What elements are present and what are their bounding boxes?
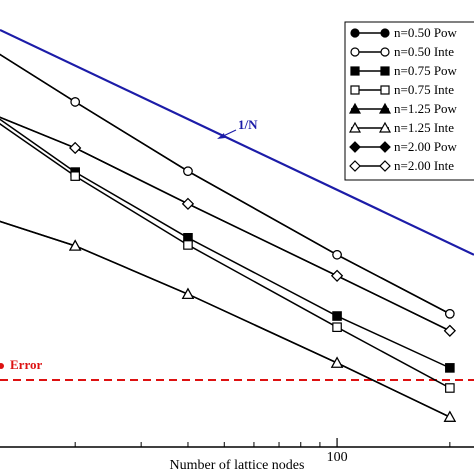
data-point [70, 171, 80, 181]
reference-label: 1/N [238, 117, 258, 132]
data-point [181, 197, 195, 210]
x-axis-label: Number of lattice nodes [170, 458, 305, 473]
legend-label: n=0.50 Inte [394, 44, 454, 59]
legend-marker [350, 66, 360, 76]
legend-marker [350, 85, 360, 95]
data-point [443, 410, 457, 422]
legend-marker [348, 121, 362, 133]
legend-label: n=0.75 Pow [394, 63, 458, 78]
legend-marker [380, 85, 390, 95]
data-point [445, 363, 455, 373]
legend-marker [379, 160, 391, 172]
legend-label: n=2.00 Pow [394, 139, 458, 154]
data-point [330, 356, 344, 368]
legend-marker [349, 160, 361, 172]
legend-marker [350, 47, 360, 57]
error-label: Error [10, 357, 42, 372]
legend-label: n=0.75 Inte [394, 82, 454, 97]
legend-marker [380, 47, 390, 57]
legend-label: n=0.50 Pow [394, 25, 458, 40]
plot-area [0, 28, 474, 422]
legend-label: n=1.25 Pow [394, 101, 458, 116]
axes: 100 [0, 438, 474, 465]
legend-marker [380, 66, 390, 76]
data-point [181, 287, 195, 299]
data-point [332, 249, 342, 260]
data-point [183, 166, 193, 177]
reference-arrowhead [217, 133, 225, 139]
legend-marker [348, 102, 362, 114]
legend-marker [350, 28, 360, 38]
x-tick-label: 100 [327, 450, 348, 465]
data-point [331, 269, 344, 282]
data-point [445, 383, 455, 393]
series-line [0, 220, 451, 418]
reference-line [0, 28, 474, 256]
error-marker [0, 362, 4, 369]
legend-marker [380, 28, 390, 38]
legend-label: n=2.00 Inte [394, 158, 454, 173]
data-point [332, 311, 342, 321]
legend: n=0.50 Pow n=0.50 Inte n=0.75 Pow n=0.75 In… [344, 21, 474, 181]
legend-box [344, 21, 474, 181]
data-point [70, 97, 80, 107]
legend-marker [379, 141, 391, 153]
series-line [0, 220, 451, 418]
data-point [183, 240, 193, 250]
legend-marker [378, 102, 392, 114]
legend-marker [378, 121, 392, 133]
legend-label: n=1.25 Inte [394, 120, 454, 135]
data-point [443, 324, 456, 337]
data-point [445, 308, 455, 319]
data-point [68, 239, 82, 251]
data-point [332, 322, 342, 333]
data-point [69, 141, 82, 155]
legend-marker [349, 141, 361, 153]
